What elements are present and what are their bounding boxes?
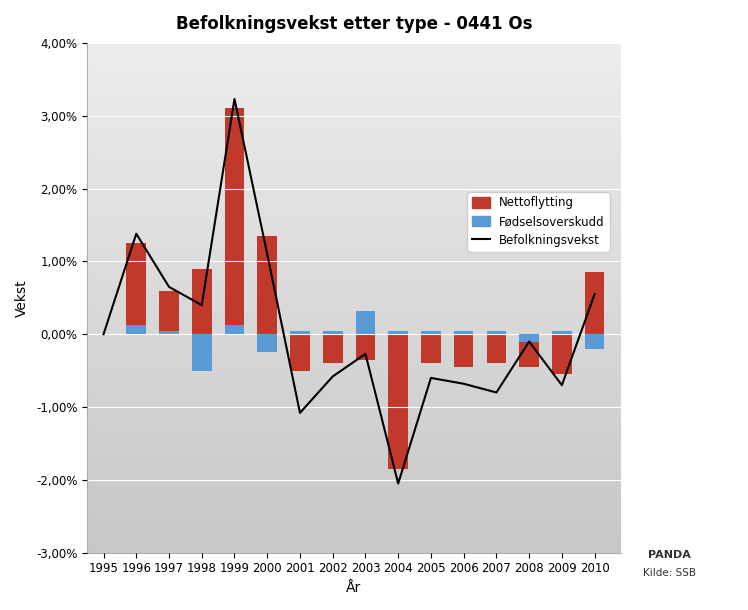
Text: Kilde: SSB: Kilde: SSB	[643, 569, 696, 578]
Bar	[552, 334, 571, 375]
Bar	[486, 331, 506, 334]
X-axis label: År: År	[346, 581, 361, 595]
Bar	[159, 290, 179, 334]
Bar	[257, 334, 277, 353]
Bar	[224, 109, 245, 334]
Bar	[454, 334, 473, 367]
Text: PANDA: PANDA	[648, 550, 691, 560]
Bar	[257, 236, 277, 334]
Bar	[454, 331, 473, 334]
Bar	[224, 325, 245, 334]
Bar	[585, 334, 604, 349]
Bar	[355, 334, 375, 360]
Legend: Nettoflytting, Fødselsoverskudd, Befolkningsvekst: Nettoflytting, Fødselsoverskudd, Befolkn…	[468, 192, 610, 252]
Y-axis label: Vekst: Vekst	[15, 279, 29, 317]
Bar	[323, 334, 343, 364]
Title: Befolkningsvekst etter type - 0441 Os: Befolkningsvekst etter type - 0441 Os	[176, 15, 533, 33]
Bar	[126, 243, 146, 334]
Bar	[421, 331, 441, 334]
Bar	[126, 325, 146, 334]
Bar	[421, 334, 441, 364]
Bar	[519, 334, 539, 342]
Bar	[585, 272, 604, 334]
Bar	[355, 311, 375, 334]
Bar	[290, 331, 310, 334]
Bar	[159, 331, 179, 334]
Bar	[388, 331, 408, 334]
Bar	[519, 334, 539, 367]
Bar	[323, 331, 343, 334]
Bar	[192, 334, 212, 371]
Bar	[486, 334, 506, 364]
Bar	[192, 268, 212, 334]
Bar	[290, 334, 310, 371]
Bar	[552, 331, 571, 334]
Bar	[388, 334, 408, 469]
